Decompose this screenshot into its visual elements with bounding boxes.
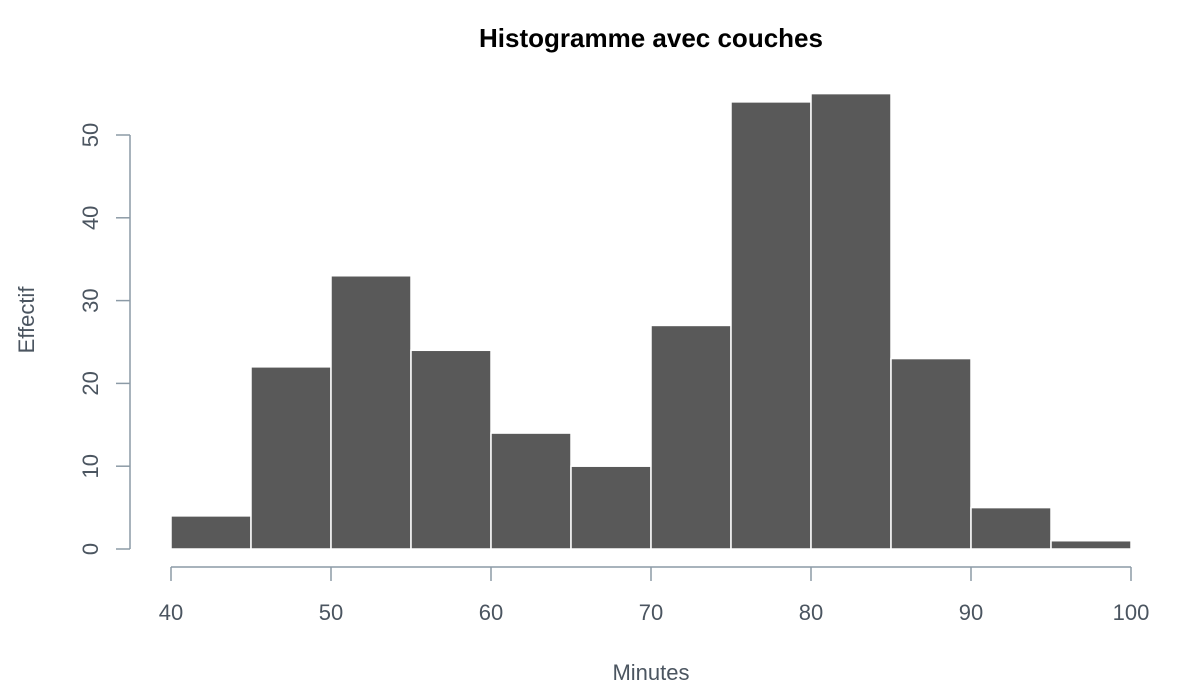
y-tick-label: 20 (78, 371, 103, 395)
y-tick-label: 30 (78, 288, 103, 312)
bar (330, 275, 412, 550)
x-tick-label: 80 (799, 600, 823, 625)
y-tick-label: 50 (78, 123, 103, 147)
bar (810, 92, 892, 550)
x-axis-label: Minutes (612, 660, 689, 685)
y-axis-label: Effectif (14, 286, 39, 354)
bar (1050, 539, 1132, 550)
bar (170, 515, 252, 550)
y-tick-label: 0 (78, 543, 103, 555)
x-tick-label: 40 (159, 600, 183, 625)
x-tick-label: 50 (319, 600, 343, 625)
bar (490, 432, 572, 550)
x-tick-label: 100 (1113, 600, 1150, 625)
bar (730, 101, 812, 550)
bar (970, 506, 1052, 550)
chart-title: Histogramme avec couches (479, 23, 823, 53)
y-tick-label: 10 (78, 454, 103, 478)
bar (650, 324, 732, 550)
x-tick-label: 70 (639, 600, 663, 625)
bar (410, 349, 492, 550)
bar (890, 357, 972, 550)
x-tick-label: 90 (959, 600, 983, 625)
bar (250, 366, 332, 550)
y-tick-label: 40 (78, 206, 103, 230)
bar (570, 465, 652, 550)
x-tick-label: 60 (479, 600, 503, 625)
